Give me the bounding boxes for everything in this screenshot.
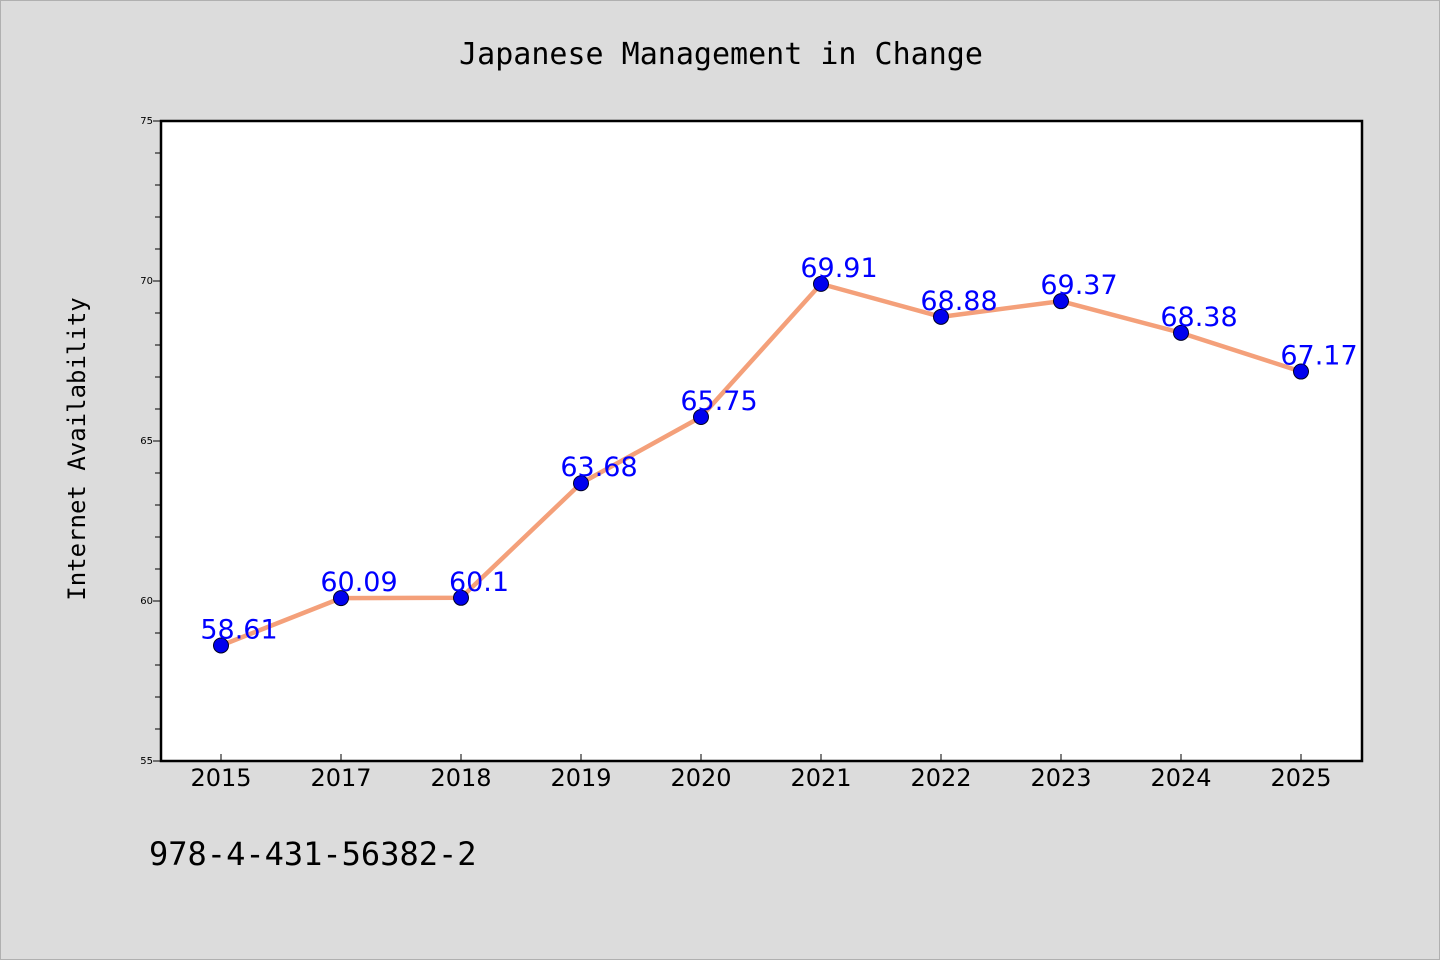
data-point: [573, 475, 589, 492]
data-point: [333, 590, 349, 607]
data-label: 68.88: [920, 286, 997, 317]
y-tick-label: 65: [140, 436, 153, 447]
y-tick-label: 55: [140, 756, 153, 767]
data-point: [453, 589, 469, 606]
series-line: [220, 281, 1302, 648]
data-label: 69.91: [800, 253, 877, 284]
y-axis-ticks: 55 60 65 70 75: [140, 116, 161, 767]
data-point: [933, 308, 949, 325]
x-tick-label: 2018: [430, 764, 491, 792]
y-tick-label: 60: [140, 596, 153, 607]
data-label: 65.75: [680, 386, 757, 417]
data-label: 60.09: [320, 567, 397, 598]
x-tick-label: 2022: [910, 764, 971, 792]
data-label: 69.37: [1040, 270, 1117, 301]
data-labels-group: 58.61 60.09 60.1 63.68 65.75 69.91 68.88 69.37 6…: [200, 253, 1357, 646]
x-tick-label: 2017: [310, 764, 371, 792]
data-point: [1053, 293, 1069, 310]
data-point: [813, 275, 829, 292]
y-tick-label: 70: [140, 276, 153, 287]
x-tick-label: 2021: [790, 764, 851, 792]
x-tick-label: 2015: [190, 764, 251, 792]
data-point: [1173, 324, 1189, 341]
x-tick-label: 2023: [1030, 764, 1091, 792]
data-point: [693, 409, 709, 425]
series-points-group: [213, 275, 1309, 654]
chart-title: Japanese Management in Change: [459, 37, 983, 72]
x-tick-label: 2025: [1270, 764, 1331, 792]
plot-area: [159, 119, 1364, 763]
x-tick-label: 2020: [670, 764, 731, 792]
y-axis-label: Internet Availability: [63, 297, 91, 600]
x-tick-label: 2024: [1150, 764, 1211, 792]
series-line-group: [220, 281, 1302, 648]
data-label: 60.1: [449, 567, 509, 598]
data-label: 67.17: [1280, 341, 1357, 372]
data-point: [1293, 363, 1309, 380]
y-tick-label: 75: [140, 116, 153, 127]
x-axis-ticks: 2015 2017 2018 2019 2020 2021 2022 2023 2024 2025: [190, 754, 1332, 792]
data-label: 63.68: [560, 452, 637, 483]
data-label: 58.61: [200, 614, 277, 645]
data-point: [213, 637, 229, 654]
x-tick-label: 2019: [550, 764, 611, 792]
footer-code: 978-4-431-56382-2: [149, 835, 477, 873]
data-label: 68.38: [1160, 302, 1237, 333]
